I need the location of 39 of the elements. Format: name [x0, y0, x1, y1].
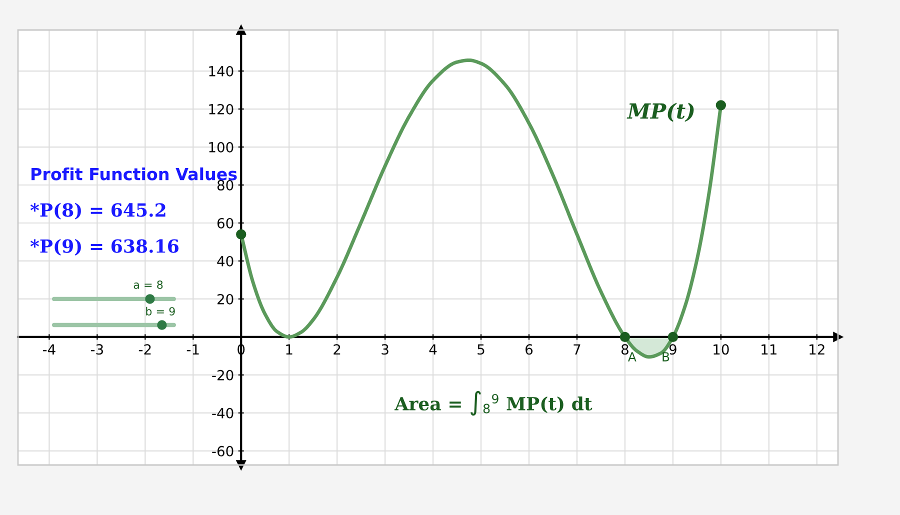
x-tick-label: 8 [621, 344, 628, 355]
x-tick-label: -3 [90, 344, 103, 355]
x-tick-label: 2 [334, 344, 340, 354]
y-tick-label: -40 [212, 408, 234, 418]
x-tick-label: 7 [574, 344, 580, 354]
point [236, 229, 246, 240]
y-tick-label: 60 [217, 218, 234, 228]
x-tick-label: 6 [526, 344, 533, 355]
x-tick-label: 11 [762, 344, 776, 354]
x-tick-label: 1 [286, 344, 292, 354]
x-tick-label: -2 [138, 344, 151, 354]
x-tick-label: 10 [714, 344, 729, 355]
x-tick-label: -1 [186, 344, 199, 354]
y-tick-label: -20 [212, 370, 234, 380]
point [716, 100, 726, 110]
point [620, 332, 630, 342]
y-tick-label: 100 [209, 142, 234, 152]
y-tick-label: 40 [217, 256, 234, 266]
annotation: Area = ∫$_{8}$$^{9}$ MP(t) dt [394, 390, 592, 416]
annotation: A [628, 352, 636, 362]
x-tick-label: 5 [478, 344, 484, 355]
annotation: B [662, 352, 670, 362]
y-tick-label: 120 [209, 104, 234, 114]
x-tick-label: 4 [429, 344, 437, 354]
annotation: *P(8) = 645.2 [30, 202, 166, 220]
annotation: a = 8 [134, 280, 163, 289]
series-label: MP(t) [626, 102, 694, 122]
y-tick-label: -60 [212, 446, 234, 456]
y-tick-label: 140 [209, 66, 234, 77]
annotation: Profit Function Values [32, 167, 237, 180]
x-tick-label: 12 [810, 344, 824, 354]
annotation: *P(9) = 638.16 [30, 238, 178, 256]
x-tick-label: -4 [42, 344, 56, 354]
point [668, 332, 678, 342]
y-tick-label: 80 [217, 180, 234, 190]
annotation: b = 9 [146, 306, 175, 316]
x-tick-label: 3 [382, 344, 388, 355]
x-tick-label: 9 [669, 344, 676, 355]
y-tick-label: 20 [218, 294, 234, 304]
